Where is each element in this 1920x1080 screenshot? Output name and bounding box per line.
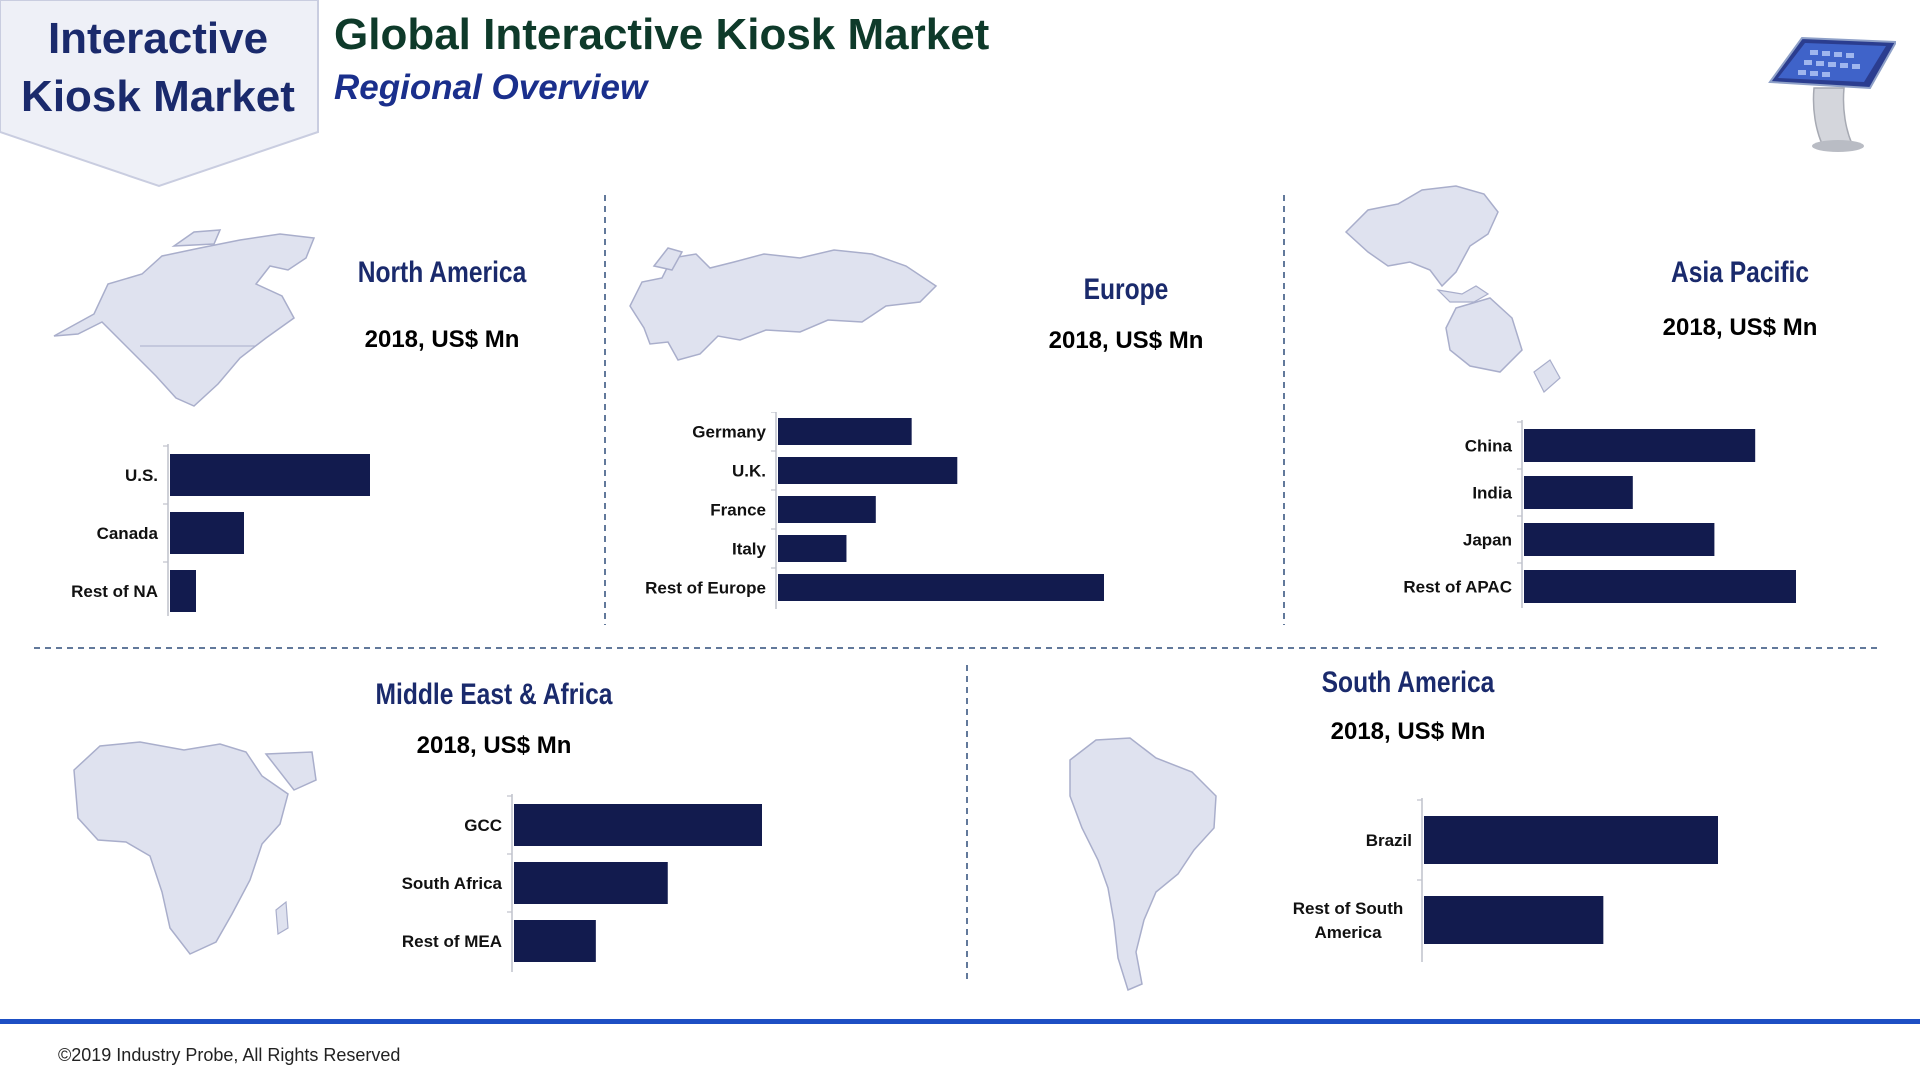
africa-map-icon bbox=[73, 741, 317, 955]
header-badge: Interactive Kiosk Market bbox=[0, 0, 320, 188]
badge-line-1: Interactive bbox=[47, 14, 269, 63]
unit-label-south-america: 2018, US$ Mn bbox=[1330, 718, 1486, 745]
divider-vertical-3 bbox=[966, 665, 968, 983]
category-label-italy: Italy bbox=[732, 540, 767, 559]
unit-label-north-america: 2018, US$ Mn bbox=[364, 326, 520, 353]
bar-rest-of-na bbox=[170, 570, 196, 612]
chart-middle-east-africa: GCC South Africa Rest of MEA bbox=[402, 794, 762, 972]
chart-north-america: U.S. Canada Rest of NA bbox=[71, 444, 370, 616]
bar-south-africa bbox=[514, 862, 668, 904]
divider-vertical-2 bbox=[1283, 195, 1285, 625]
category-label-rest-of-mea: Rest of MEA bbox=[402, 932, 502, 951]
bar-italy bbox=[778, 535, 847, 562]
page-subtitle: Regional Overview bbox=[334, 68, 648, 107]
category-label-china: China bbox=[1465, 437, 1513, 456]
chart-south-america: Brazil Rest of South America bbox=[1293, 798, 1718, 962]
bar-gcc bbox=[514, 804, 762, 846]
europe-map-icon bbox=[629, 247, 938, 361]
asia-pacific-map-icon bbox=[1344, 185, 1561, 393]
region-title-asia-pacific: Asia Pacific bbox=[1670, 256, 1810, 289]
chart-europe: Germany U.K. France Italy Rest of Europe bbox=[645, 412, 1104, 609]
footer-rule bbox=[0, 1019, 1920, 1024]
category-label-rest-of-south-america: Rest of South America bbox=[1293, 899, 1404, 942]
category-label-canada: Canada bbox=[97, 524, 159, 543]
category-label-brazil: Brazil bbox=[1366, 831, 1412, 850]
category-label-rest-of-na: Rest of NA bbox=[71, 582, 158, 601]
category-label-france: France bbox=[710, 501, 766, 520]
chart-asia-pacific: China India Japan Rest of APAC bbox=[1403, 420, 1796, 608]
unit-label-middle-east-africa: 2018, US$ Mn bbox=[416, 732, 572, 759]
bar-china bbox=[1524, 429, 1756, 462]
divider-horizontal bbox=[34, 647, 1882, 649]
category-label-gcc: GCC bbox=[464, 816, 502, 835]
bar-japan bbox=[1524, 523, 1715, 556]
bar-u-k bbox=[778, 457, 958, 484]
bar-canada bbox=[170, 512, 244, 554]
region-title-europe: Europe bbox=[1083, 273, 1169, 306]
unit-label-europe: 2018, US$ Mn bbox=[1048, 327, 1204, 354]
footer-copyright: ©2019 Industry Probe, All Rights Reserve… bbox=[58, 1045, 401, 1065]
category-label-japan: Japan bbox=[1463, 531, 1512, 550]
badge-line-2: Kiosk Market bbox=[21, 72, 295, 121]
north-america-map-icon bbox=[53, 229, 316, 407]
category-label-germany: Germany bbox=[692, 423, 766, 442]
category-label-u-k: U.K. bbox=[732, 462, 766, 481]
category-label-south-africa: South Africa bbox=[402, 874, 503, 893]
bar-rest-of-apac bbox=[1524, 570, 1796, 603]
bar-india bbox=[1524, 476, 1633, 509]
bar-germany bbox=[778, 418, 912, 445]
bar-brazil bbox=[1424, 816, 1718, 864]
region-title-north-america: North America bbox=[357, 256, 527, 289]
region-title-south-america: South America bbox=[1321, 666, 1495, 699]
south-america-map-icon bbox=[1069, 737, 1217, 992]
bar-u-s bbox=[170, 454, 370, 496]
category-label-rest-of-europe: Rest of Europe bbox=[645, 579, 766, 598]
bar-rest-of-south-america bbox=[1424, 896, 1604, 944]
category-label-u-s: U.S. bbox=[125, 466, 158, 485]
bar-rest-of-mea bbox=[514, 920, 596, 962]
divider-vertical-1 bbox=[604, 195, 606, 625]
category-label-rest-of-apac: Rest of APAC bbox=[1403, 578, 1512, 597]
bar-france bbox=[778, 496, 876, 523]
category-label-india: India bbox=[1472, 484, 1512, 503]
badge-title: Interactive Kiosk Market bbox=[0, 10, 316, 126]
badge-shape bbox=[0, 0, 319, 188]
kiosk-icon bbox=[1768, 36, 1896, 152]
region-title-middle-east-africa: Middle East & Africa bbox=[375, 678, 613, 711]
page-title: Global Interactive Kiosk Market bbox=[334, 10, 990, 59]
unit-label-asia-pacific: 2018, US$ Mn bbox=[1662, 314, 1818, 341]
bar-rest-of-europe bbox=[778, 574, 1104, 601]
